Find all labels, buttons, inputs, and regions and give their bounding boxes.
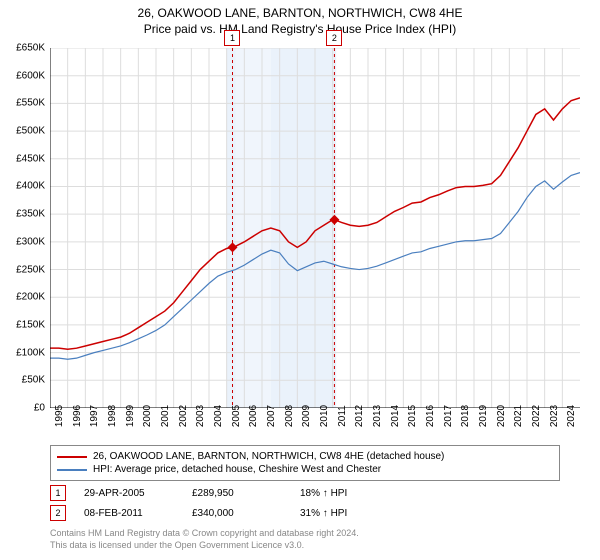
x-tick-label: 2018 (460, 405, 471, 427)
x-tick-label: 1996 (72, 405, 83, 427)
legend-swatch (57, 469, 87, 471)
chart-svg (50, 48, 580, 408)
x-tick-label: 2008 (284, 405, 295, 427)
x-tick-label: 2007 (266, 405, 277, 427)
sale-vs-hpi: 18% ↑ HPI (300, 488, 390, 499)
x-tick-label: 2001 (160, 405, 171, 427)
x-tick-label: 2010 (319, 405, 330, 427)
x-tick-label: 2011 (337, 405, 348, 427)
legend-label: 26, OAKWOOD LANE, BARNTON, NORTHWICH, CW… (93, 451, 444, 462)
y-tick-label: £50K (22, 375, 45, 386)
x-tick-label: 2012 (354, 405, 365, 427)
legend-item-property: 26, OAKWOOD LANE, BARNTON, NORTHWICH, CW… (57, 450, 553, 463)
sale-index-box: 1 (50, 485, 66, 501)
sale-index-box: 2 (50, 505, 66, 521)
x-tick-label: 2002 (178, 405, 189, 427)
x-tick-label: 1998 (107, 405, 118, 427)
footer-line-1: Contains HM Land Registry data © Crown c… (50, 528, 359, 540)
chart-title: 26, OAKWOOD LANE, BARNTON, NORTHWICH, CW… (0, 6, 600, 20)
chart-subtitle: Price paid vs. HM Land Registry's House … (0, 22, 600, 36)
x-tick-label: 2023 (549, 405, 560, 427)
x-tick-label: 2000 (142, 405, 153, 427)
y-tick-label: £250K (16, 264, 45, 275)
sale-vs-hpi: 31% ↑ HPI (300, 508, 390, 519)
footer: Contains HM Land Registry data © Crown c… (50, 528, 359, 551)
footer-line-2: This data is licensed under the Open Gov… (50, 540, 359, 552)
x-tick-label: 2020 (496, 405, 507, 427)
x-tick-label: 1999 (125, 405, 136, 427)
y-tick-label: £200K (16, 292, 45, 303)
sale-date: 08-FEB-2011 (84, 508, 174, 519)
y-tick-label: £550K (16, 98, 45, 109)
x-tick-label: 2017 (443, 405, 454, 427)
chart-area (50, 48, 580, 408)
vline-label-box: 1 (224, 30, 240, 46)
y-tick-label: £500K (16, 126, 45, 137)
x-tick-label: 2005 (231, 405, 242, 427)
x-tick-label: 2022 (531, 405, 542, 427)
y-tick-label: £100K (16, 347, 45, 358)
legend-label: HPI: Average price, detached house, Ches… (93, 464, 381, 475)
y-tick-label: £350K (16, 209, 45, 220)
x-tick-label: 2016 (425, 405, 436, 427)
x-tick-label: 2014 (390, 405, 401, 427)
legend-item-hpi: HPI: Average price, detached house, Ches… (57, 463, 553, 476)
legend-swatch (57, 456, 87, 458)
sales-block: 1 29-APR-2005 £289,950 18% ↑ HPI 2 08-FE… (50, 485, 390, 525)
sale-price: £340,000 (192, 508, 282, 519)
y-tick-label: £450K (16, 153, 45, 164)
x-tick-label: 2013 (372, 405, 383, 427)
x-tick-label: 1997 (89, 405, 100, 427)
sale-row: 2 08-FEB-2011 £340,000 31% ↑ HPI (50, 505, 390, 521)
x-tick-label: 2021 (513, 405, 524, 427)
y-tick-label: £600K (16, 70, 45, 81)
title-block: 26, OAKWOOD LANE, BARNTON, NORTHWICH, CW… (0, 0, 600, 36)
y-tick-label: £650K (16, 43, 45, 54)
sale-row: 1 29-APR-2005 £289,950 18% ↑ HPI (50, 485, 390, 501)
x-tick-label: 2024 (566, 405, 577, 427)
x-tick-label: 2015 (407, 405, 418, 427)
x-tick-label: 2003 (195, 405, 206, 427)
sale-price: £289,950 (192, 488, 282, 499)
x-tick-label: 2004 (213, 405, 224, 427)
legend: 26, OAKWOOD LANE, BARNTON, NORTHWICH, CW… (50, 445, 560, 481)
y-tick-label: £300K (16, 236, 45, 247)
y-tick-label: £150K (16, 319, 45, 330)
x-tick-label: 1995 (54, 405, 65, 427)
vline-label-box: 2 (326, 30, 342, 46)
y-tick-label: £0 (34, 403, 45, 414)
chart-container: 26, OAKWOOD LANE, BARNTON, NORTHWICH, CW… (0, 0, 600, 560)
y-tick-label: £400K (16, 181, 45, 192)
x-tick-label: 2019 (478, 405, 489, 427)
x-tick-label: 2006 (248, 405, 259, 427)
x-tick-label: 2009 (301, 405, 312, 427)
sale-date: 29-APR-2005 (84, 488, 174, 499)
